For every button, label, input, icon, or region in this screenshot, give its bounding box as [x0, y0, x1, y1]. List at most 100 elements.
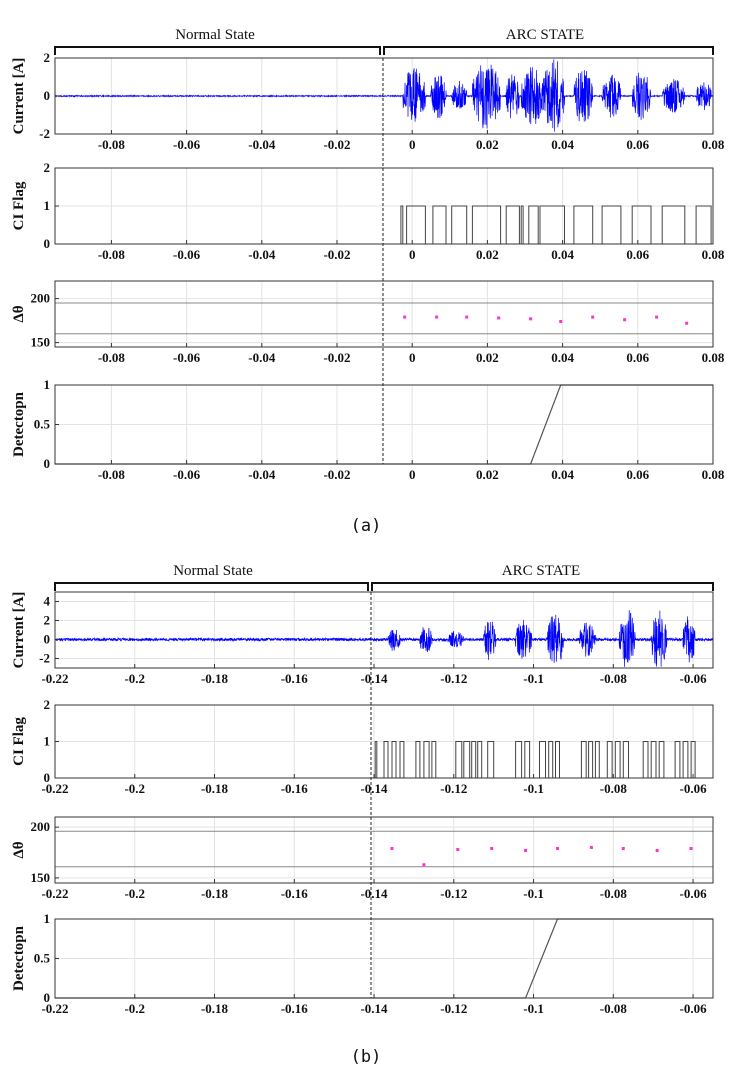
x-tick-label: -0.08 [600, 671, 628, 686]
x-tick-label: -0.06 [680, 886, 708, 901]
ci-flag-trace [55, 205, 713, 245]
x-tick-label: 0 [409, 350, 416, 365]
y-tick-label: 0 [44, 456, 51, 471]
axes-box [54, 816, 714, 884]
x-tick-label: -0.08 [600, 1001, 628, 1016]
x-tick-label: -0.1 [523, 781, 544, 796]
x-tick-label: 0.02 [476, 350, 499, 365]
subplot-a-3: -0.08 -0.06 -0.04 -0.02 0 0.02 0.04 0.06 0.08 150… [11, 280, 725, 365]
delta-theta-point [465, 315, 469, 319]
x-tick-label: -0.1 [523, 1001, 544, 1016]
x-tick-label: -0.02 [323, 247, 350, 262]
x-tick-label: -0.2 [124, 1001, 145, 1016]
y-axis-label: Δθ [11, 305, 27, 322]
x-tick-label: -0.02 [323, 467, 350, 482]
caption-a: (a) [351, 516, 382, 536]
normal-state-label-b: Normal State [173, 563, 253, 579]
x-tick-label: 0.04 [551, 467, 574, 482]
subplot-a-1: -0.08 -0.06 -0.04 -0.02 0 0.02 0.04 0.06 0.08 -2 0… [11, 50, 725, 152]
x-tick-label: -0.06 [173, 350, 201, 365]
delta-theta-point [403, 315, 407, 319]
x-tick-label: 0.02 [476, 247, 499, 262]
y-axis-label: CI Flag [11, 717, 27, 766]
delta-theta-point [589, 845, 593, 849]
panel-annotations-a [54, 46, 714, 464]
y-tick-label: 200 [31, 819, 51, 834]
x-tick-label: -0.12 [440, 886, 467, 901]
x-tick-label: -0.08 [98, 247, 126, 262]
x-tick-label: -0.04 [248, 247, 276, 262]
y-tick-label: 150 [31, 335, 51, 350]
x-tick-label: -0.08 [600, 781, 628, 796]
x-tick-label: -0.08 [600, 886, 628, 901]
x-tick-label: 0.02 [476, 467, 499, 482]
x-tick-label: -0.06 [680, 1001, 708, 1016]
x-tick-label: -0.2 [124, 886, 145, 901]
x-tick-label: -0.2 [124, 671, 145, 686]
y-tick-label: 2 [44, 697, 51, 712]
delta-theta-point [490, 846, 494, 850]
x-tick-label: 0 [409, 247, 416, 262]
x-tick-label: -0.14 [360, 1001, 388, 1016]
x-tick-label: -0.22 [41, 671, 68, 686]
x-tick-label: -0.18 [201, 671, 229, 686]
subplot-a-4: -0.08 -0.06 -0.04 -0.02 0 0.02 0.04 0.06 0.08 0 0.… [11, 377, 725, 482]
x-tick-label: -0.18 [201, 781, 229, 796]
delta-theta-point [685, 321, 689, 325]
x-tick-label: -0.1 [523, 886, 544, 901]
y-tick-label: 200 [31, 291, 51, 306]
delta-theta-point [591, 315, 595, 319]
x-tick-label: -0.02 [323, 350, 350, 365]
y-tick-label: 150 [31, 870, 51, 885]
x-tick-label: -0.16 [281, 886, 309, 901]
x-tick-label: 0.06 [626, 467, 649, 482]
delta-theta-point [555, 846, 559, 850]
y-axis-label: Detectopn [11, 391, 27, 457]
current-waveform [54, 59, 714, 132]
y-axis-label: Current [A] [11, 592, 27, 669]
y-tick-label: 0 [44, 236, 51, 251]
panel-annotations-b [54, 582, 714, 998]
y-axis-label: Δθ [11, 841, 27, 858]
x-tick-label: -0.06 [680, 671, 708, 686]
y-tick-label: 0.5 [34, 951, 51, 966]
x-tick-label: -0.14 [360, 886, 388, 901]
x-tick-label: 0 [409, 467, 416, 482]
x-tick-label: 0.08 [702, 350, 725, 365]
figure-layer: -0.08 -0.06 -0.04 -0.02 0 0.02 0.04 0.06 0.08 -2 0… [11, 46, 725, 1016]
x-tick-label: 0.08 [702, 247, 725, 262]
x-tick-label: -0.16 [281, 781, 309, 796]
x-tick-label: -0.06 [173, 467, 201, 482]
subplot-b-2: -0.22 -0.2 -0.18 -0.16 -0.14 -0.12 -0.1 -0.08 -0… [11, 697, 714, 796]
delta-theta-point [621, 846, 625, 850]
x-tick-label: -0.14 [360, 781, 388, 796]
y-tick-label: 1 [44, 198, 51, 213]
delta-theta-point [623, 318, 627, 322]
delta-theta-point [422, 863, 426, 867]
subplot-b-3: -0.22 -0.2 -0.18 -0.16 -0.14 -0.12 -0.1 -0.08 -0… [11, 816, 714, 901]
x-tick-label: -0.22 [41, 781, 68, 796]
x-tick-label: -0.22 [41, 886, 68, 901]
y-tick-label: 2 [44, 613, 51, 628]
x-tick-label: -0.04 [248, 350, 276, 365]
ci-flag-trace [55, 741, 713, 779]
y-axis-label: Current [A] [11, 58, 27, 135]
y-tick-label: -2 [39, 126, 50, 141]
y-axis-label: Detectopn [11, 925, 27, 991]
y-tick-label: 0 [44, 990, 51, 1005]
x-tick-label: 0.04 [551, 247, 574, 262]
x-tick-label: 0 [409, 137, 416, 152]
normal-state-bracket [54, 582, 369, 591]
x-tick-label: 0.08 [702, 467, 725, 482]
y-tick-label: 4 [44, 594, 51, 609]
y-tick-label: 0 [44, 632, 51, 647]
subplot-a-2: -0.08 -0.06 -0.04 -0.02 0 0.02 0.04 0.06 0.08 0 1 2… [11, 160, 725, 262]
x-tick-label: -0.18 [201, 1001, 229, 1016]
x-tick-label: 0.06 [626, 137, 649, 152]
y-tick-label: 2 [44, 50, 51, 65]
y-tick-label: 2 [44, 160, 51, 175]
x-tick-label: 0.02 [476, 137, 499, 152]
caption-b: (b) [351, 1047, 382, 1067]
arc-state-label-a: ARC STATE [506, 27, 584, 43]
x-tick-label: -0.1 [523, 671, 544, 686]
